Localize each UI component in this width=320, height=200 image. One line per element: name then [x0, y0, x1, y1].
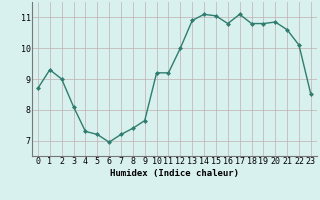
X-axis label: Humidex (Indice chaleur): Humidex (Indice chaleur) [110, 169, 239, 178]
